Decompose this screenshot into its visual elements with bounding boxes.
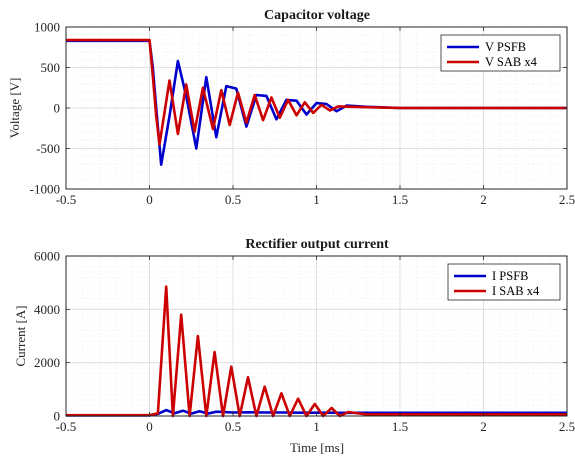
- current-x-tick-label: 2: [480, 419, 487, 434]
- current-chart-title: Rectifier output current: [245, 237, 389, 252]
- voltage-legend: V PSFB V SAB x4: [440, 34, 561, 72]
- current-y-axis-label: Current [A]: [13, 305, 28, 366]
- voltage-y-tick-label: -500: [36, 141, 60, 156]
- voltage-y-axis-label: Voltage [V]: [7, 78, 22, 139]
- current-x-tick-label: 1: [313, 419, 320, 434]
- voltage-y-tick-label: 500: [41, 60, 61, 75]
- current-y-tick-label: 4000: [34, 302, 60, 317]
- current-legend-box: [447, 263, 561, 301]
- voltage-ticks: -0.5 0 0.5 1 1.5 2 2.5 -1000 -500 0 500 1000: [30, 20, 575, 208]
- voltage-chart: Capacitor voltage Voltage [V] -0.5 0 0.5 1 1…: [7, 8, 575, 207]
- voltage-chart-title: Capacitor voltage: [264, 8, 370, 23]
- voltage-x-tick-label: 0.5: [225, 192, 241, 207]
- current-legend-label-sab: I SAB x4: [492, 284, 540, 298]
- current-x-tick-label: 0: [146, 419, 153, 434]
- current-y-tick-label: 2000: [34, 355, 60, 370]
- current-y-tick-label: 6000: [34, 249, 60, 264]
- voltage-x-tick-label: 1.5: [392, 192, 408, 207]
- current-x-tick-label: 2.5: [559, 419, 575, 434]
- voltage-x-tick-label: 2: [480, 192, 487, 207]
- voltage-y-tick-label: 0: [54, 101, 61, 116]
- current-x-tick-label: 1.5: [392, 419, 408, 434]
- current-x-axis-label: Time [ms]: [290, 440, 344, 455]
- current-chart: Rectifier output current Current [A] Tim…: [13, 237, 575, 455]
- voltage-y-tick-label: 1000: [34, 20, 60, 35]
- voltage-series: [66, 38, 567, 166]
- voltage-x-tick-label: 1: [313, 192, 320, 207]
- voltage-legend-label-psfb: V PSFB: [485, 40, 526, 54]
- voltage-x-tick-label: -0.5: [56, 192, 77, 207]
- voltage-x-tick-label: 2.5: [559, 192, 575, 207]
- current-legend: I PSFB I SAB x4: [447, 263, 561, 301]
- voltage-y-tick-label: -1000: [30, 182, 60, 197]
- current-x-tick-label: -0.5: [56, 419, 77, 434]
- voltage-x-tick-label: 0: [146, 192, 153, 207]
- current-legend-label-psfb: I PSFB: [492, 269, 528, 283]
- voltage-legend-label-sab: V SAB x4: [485, 55, 538, 69]
- current-y-tick-label: 0: [54, 409, 61, 424]
- current-x-tick-label: 0.5: [225, 419, 241, 434]
- voltage-legend-box: [440, 34, 561, 72]
- voltage-series-line-1: [66, 38, 567, 146]
